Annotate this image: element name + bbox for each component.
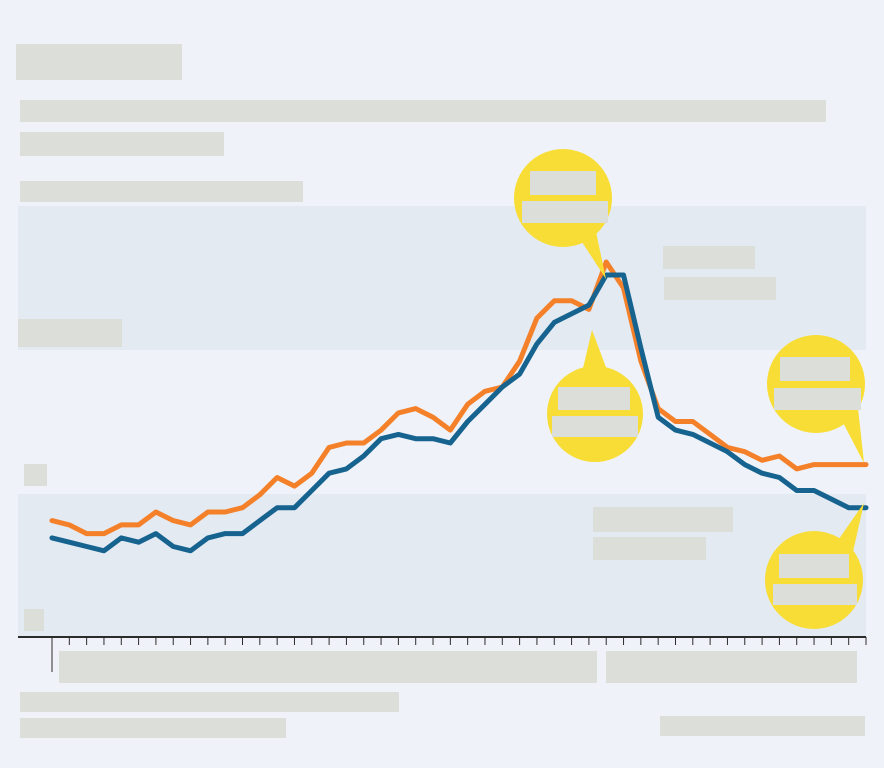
source-placeholder-line1 — [20, 692, 399, 712]
subtitle-placeholder-line2 — [20, 132, 224, 156]
callout-end-blue — [765, 503, 864, 629]
x-label-placeholder-2 — [606, 651, 857, 683]
series-group — [49, 259, 869, 554]
subtitle-placeholder-line1 — [20, 100, 826, 122]
x-label-placeholder-1 — [59, 651, 597, 683]
unit-label-placeholder — [20, 181, 303, 202]
y-tick-placeholder-upper — [24, 464, 47, 486]
annotation-placeholder-1b — [664, 277, 776, 300]
credit-placeholder — [660, 716, 865, 736]
y-tick-placeholder-lower — [24, 609, 44, 631]
annotation-placeholder-2a — [593, 507, 733, 532]
x-axis-ticks — [51, 637, 867, 672]
series-line-1 — [49, 259, 869, 537]
callout-peak-blue — [547, 330, 643, 462]
lower-band — [18, 494, 866, 637]
callout-end-orange — [767, 335, 865, 463]
series-line-2 — [49, 272, 869, 554]
callout-peak-orange — [514, 149, 612, 279]
title-placeholder — [16, 44, 182, 80]
band-label-placeholder — [18, 319, 122, 347]
source-placeholder-line2 — [20, 718, 286, 738]
annotation-placeholder-1a — [663, 246, 755, 269]
annotation-placeholder-2b — [593, 537, 706, 560]
